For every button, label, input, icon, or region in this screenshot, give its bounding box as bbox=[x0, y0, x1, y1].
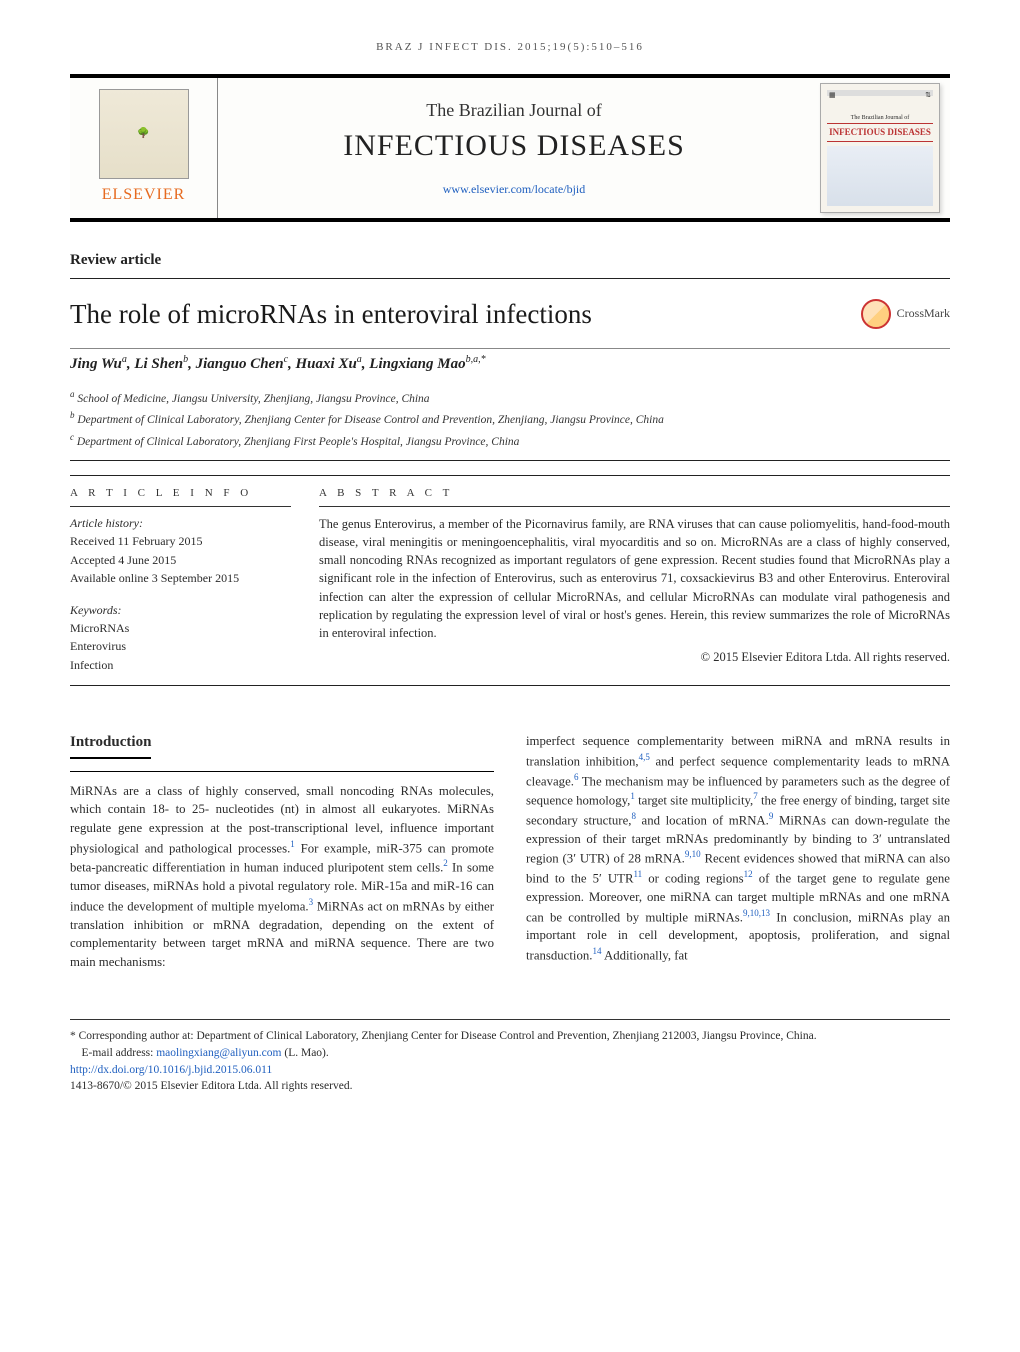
publisher-logo: 🌳 ELSEVIER bbox=[70, 78, 218, 218]
cover-icon: ▦ bbox=[829, 90, 836, 96]
corresponding-author: * Corresponding author at: Department of… bbox=[70, 1028, 950, 1045]
abstract-text: The genus Enterovirus, a member of the P… bbox=[319, 515, 950, 642]
keyword: Infection bbox=[70, 657, 291, 674]
crossmark-widget[interactable]: CrossMark bbox=[861, 299, 950, 329]
doi-link[interactable]: http://dx.doi.org/10.1016/j.bjid.2015.06… bbox=[70, 1064, 272, 1076]
rule bbox=[70, 278, 950, 279]
cover-icon: ⇅ bbox=[925, 90, 931, 96]
journal-pretitle: The Brazilian Journal of bbox=[426, 97, 601, 123]
keyword: Enterovirus bbox=[70, 638, 291, 655]
article-title: The role of microRNAs in enteroviral inf… bbox=[70, 285, 861, 348]
cover-art bbox=[827, 146, 933, 206]
elsevier-tree-icon: 🌳 bbox=[99, 89, 189, 179]
footer-block: * Corresponding author at: Department of… bbox=[70, 1019, 950, 1095]
online-date: Available online 3 September 2015 bbox=[70, 570, 291, 587]
keywords-label: Keywords: bbox=[70, 602, 291, 619]
article-info-header: A R T I C L E I N F O bbox=[70, 486, 291, 507]
body-paragraph: MiRNAs are a class of highly conserved, … bbox=[70, 782, 494, 971]
journal-title: INFECTIOUS DISEASES bbox=[343, 124, 685, 168]
cover-title: INFECTIOUS DISEASES bbox=[827, 123, 933, 142]
rule bbox=[70, 460, 950, 461]
left-column: Introduction MiRNAs are a class of highl… bbox=[70, 732, 494, 971]
section-heading-introduction: Introduction bbox=[70, 732, 151, 759]
crossmark-icon bbox=[861, 299, 891, 329]
email-link[interactable]: maolingxiang@aliyun.com bbox=[156, 1047, 281, 1059]
abstract-copyright: © 2015 Elsevier Editora Ltda. All rights… bbox=[319, 648, 950, 666]
article-info: A R T I C L E I N F O Article history: R… bbox=[70, 476, 305, 685]
received-date: Received 11 February 2015 bbox=[70, 533, 291, 550]
cover-pretitle: The Brazilian Journal of bbox=[827, 114, 933, 123]
affiliation-b: b Department of Clinical Laboratory, Zhe… bbox=[70, 409, 950, 429]
article-type: Review article bbox=[70, 250, 950, 272]
rule bbox=[70, 348, 950, 349]
journal-cover-thumb: ▦ ⇅ The Brazilian Journal of INFECTIOUS D… bbox=[810, 78, 950, 218]
journal-site-link[interactable]: www.elsevier.com/locate/bjid bbox=[443, 181, 586, 198]
affiliations: a School of Medicine, Jiangsu University… bbox=[70, 388, 950, 451]
body-columns: Introduction MiRNAs are a class of highl… bbox=[70, 732, 950, 971]
keyword: MicroRNAs bbox=[70, 620, 291, 637]
author-list: Jing Wua, Li Shenb, Jianguo Chenc, Huaxi… bbox=[70, 353, 950, 376]
running-head: BRAZ J INFECT DIS. 2015;19(5):510–516 bbox=[70, 40, 950, 56]
journal-masthead: 🌳 ELSEVIER The Brazilian Journal of INFE… bbox=[70, 74, 950, 222]
affiliation-a: a School of Medicine, Jiangsu University… bbox=[70, 388, 950, 408]
article-history-label: Article history: bbox=[70, 515, 291, 532]
journal-title-block: The Brazilian Journal of INFECTIOUS DISE… bbox=[218, 78, 810, 218]
affiliation-c: c Department of Clinical Laboratory, Zhe… bbox=[70, 431, 950, 451]
right-column: imperfect sequence complementarity betwe… bbox=[526, 732, 950, 971]
publisher-name: ELSEVIER bbox=[102, 183, 186, 206]
body-paragraph: imperfect sequence complementarity betwe… bbox=[526, 732, 950, 965]
email-line: E-mail address: maolingxiang@aliyun.com … bbox=[70, 1045, 950, 1062]
accepted-date: Accepted 4 June 2015 bbox=[70, 552, 291, 569]
abstract: A B S T R A C T The genus Enterovirus, a… bbox=[305, 476, 950, 685]
crossmark-label: CrossMark bbox=[897, 305, 950, 322]
abstract-header: A B S T R A C T bbox=[319, 486, 950, 507]
issn-copyright: 1413-8670/© 2015 Elsevier Editora Ltda. … bbox=[70, 1078, 950, 1095]
